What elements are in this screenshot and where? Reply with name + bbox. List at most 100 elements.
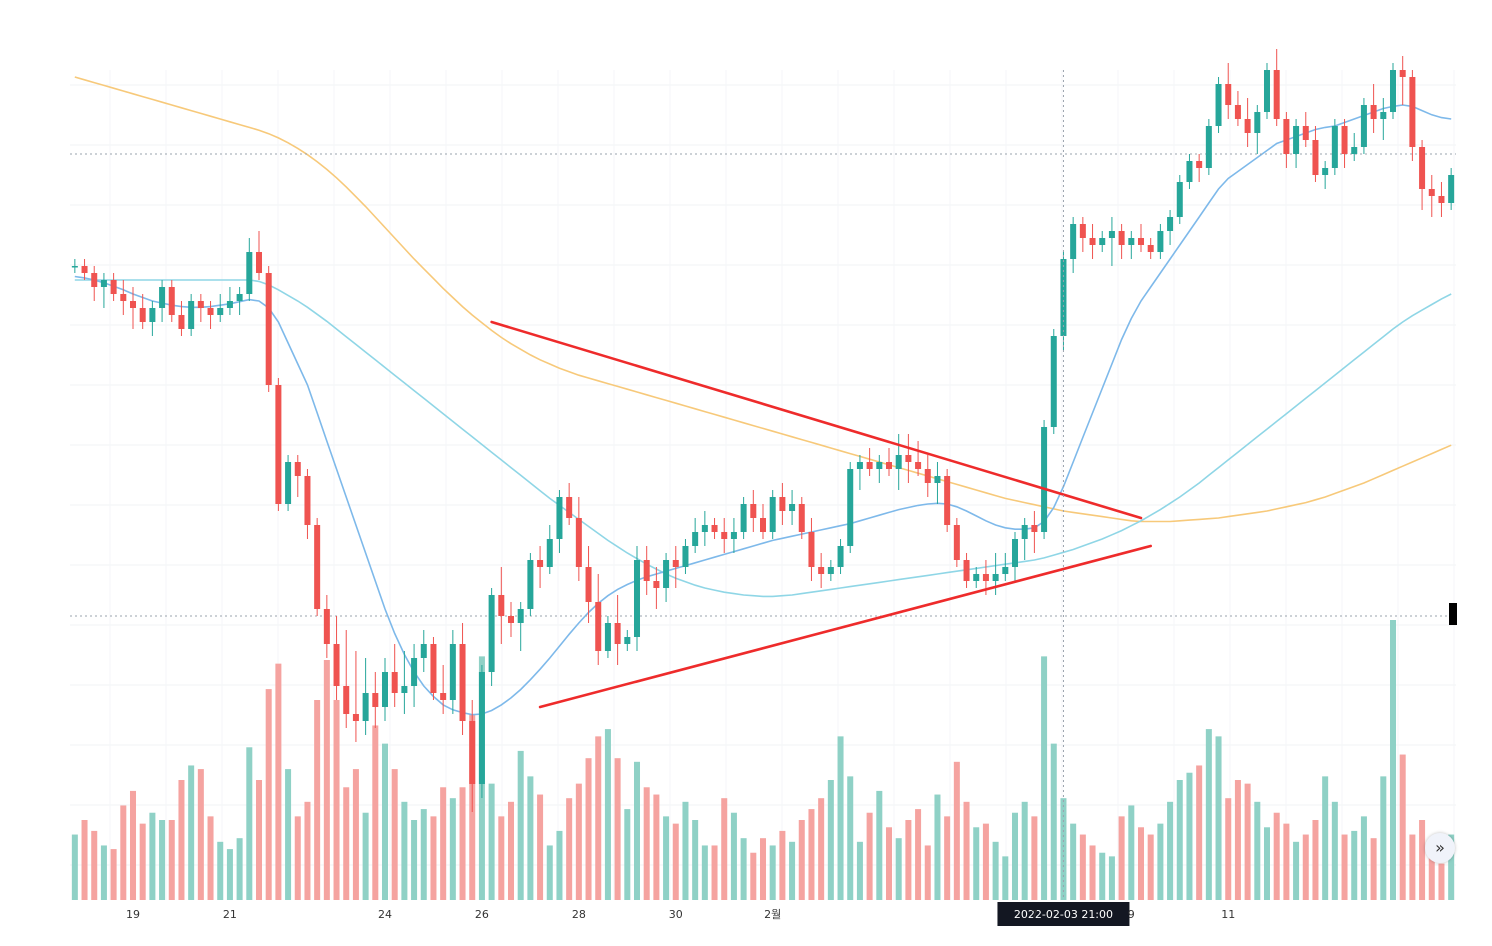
volume-bar: [226, 849, 233, 900]
candle-body: [139, 308, 146, 322]
x-tick-label: 21: [223, 908, 237, 921]
candle-body: [769, 497, 776, 532]
candle-body: [110, 280, 117, 294]
candle-body: [517, 609, 524, 623]
volume-bar: [847, 776, 854, 900]
volume-bar: [934, 794, 941, 900]
candle-body: [1438, 196, 1445, 203]
candle-body: [343, 686, 350, 714]
volume-bar: [1409, 834, 1416, 900]
volume-bar: [372, 725, 379, 900]
candle-body: [847, 469, 854, 546]
volume-bar: [498, 816, 505, 900]
candle-body: [449, 644, 456, 700]
candle-body: [1448, 175, 1455, 203]
horizontal-reference-lines: [70, 153, 1456, 617]
trendlines[interactable]: [490, 320, 1152, 709]
candle-body: [1428, 189, 1435, 196]
candle-body: [362, 693, 369, 721]
candle-body: [352, 714, 359, 721]
candle-body: [178, 315, 185, 329]
volume-bar: [197, 769, 204, 900]
volume-bar: [333, 700, 340, 900]
trendline-upper: [490, 320, 1143, 520]
scroll-to-realtime-button[interactable]: »: [1425, 833, 1455, 863]
candle-body: [1118, 231, 1125, 245]
volume-bar: [614, 758, 621, 900]
volume-bar: [488, 783, 495, 900]
volume-bar: [1448, 834, 1455, 900]
candle-body: [411, 658, 418, 686]
volume-bar: [1099, 852, 1106, 900]
candle-body: [1205, 126, 1212, 168]
candle-body: [469, 721, 476, 784]
volume-bar: [91, 830, 98, 900]
volume-bar: [1128, 805, 1135, 900]
volume-bar: [566, 798, 573, 900]
x-tick-label: 26: [475, 908, 489, 921]
candle-body: [1360, 105, 1367, 147]
volume-bar: [944, 816, 951, 900]
volume-bar: [352, 769, 359, 900]
volume-bar: [1263, 827, 1271, 900]
candle-body: [789, 504, 796, 511]
x-tick-label: 9: [1128, 908, 1135, 921]
volume-bar: [1089, 845, 1096, 900]
candle-body: [246, 252, 253, 294]
candle-body: [391, 672, 398, 693]
candle-body: [1399, 70, 1406, 77]
volume-bar: [876, 790, 883, 900]
candle-body: [527, 560, 534, 609]
candle-body: [1380, 112, 1387, 119]
volume-bar: [818, 798, 825, 900]
candle-body: [372, 693, 379, 707]
candle-body: [924, 469, 931, 483]
volume-bar: [81, 820, 88, 900]
candle-body: [1302, 126, 1309, 140]
volume-bar: [71, 834, 78, 900]
volume-bar: [1060, 798, 1067, 900]
volume-bar: [527, 776, 534, 900]
volume-bar: [188, 765, 195, 900]
volume-bar: [653, 794, 660, 900]
candle-body: [1070, 224, 1077, 259]
candle-body: [866, 462, 873, 469]
volume-bar: [682, 801, 689, 900]
x-tick-label: 24: [378, 908, 392, 921]
candle-body: [663, 560, 670, 588]
volume-bar: [779, 830, 786, 900]
volume-bar: [856, 841, 863, 900]
volume-bar: [575, 783, 582, 900]
volume-bar: [362, 812, 369, 900]
volume-bar: [285, 769, 292, 900]
candle-body: [905, 455, 912, 462]
candle-body: [1409, 77, 1416, 147]
volume-bar: [866, 812, 873, 900]
volume-bar: [1050, 743, 1057, 900]
volume-bar: [798, 820, 805, 900]
x-tick-label: 28: [572, 908, 586, 921]
candle-body: [1176, 182, 1183, 217]
volume-bar: [1389, 620, 1397, 900]
candle-body: [1215, 84, 1222, 126]
volume-bar: [672, 823, 679, 900]
candle-body: [614, 623, 621, 644]
volume-bar: [1399, 754, 1406, 900]
candle-body: [556, 497, 563, 539]
volume-bar: [149, 812, 156, 900]
candle-body: [120, 294, 127, 301]
candle-body: [1011, 539, 1019, 567]
candle-body: [1128, 238, 1135, 245]
volume-bar: [207, 816, 214, 900]
volume-bar: [1283, 823, 1290, 900]
volume-bar: [1428, 849, 1435, 900]
candle-body: [1351, 147, 1358, 154]
volume-bar: [1380, 776, 1387, 900]
volume-bar: [1137, 827, 1145, 900]
candle-body: [740, 504, 747, 532]
volume-bar: [604, 729, 611, 900]
volume-bar: [711, 845, 718, 900]
candle-body: [91, 273, 98, 287]
volume-bar: [1370, 838, 1377, 900]
